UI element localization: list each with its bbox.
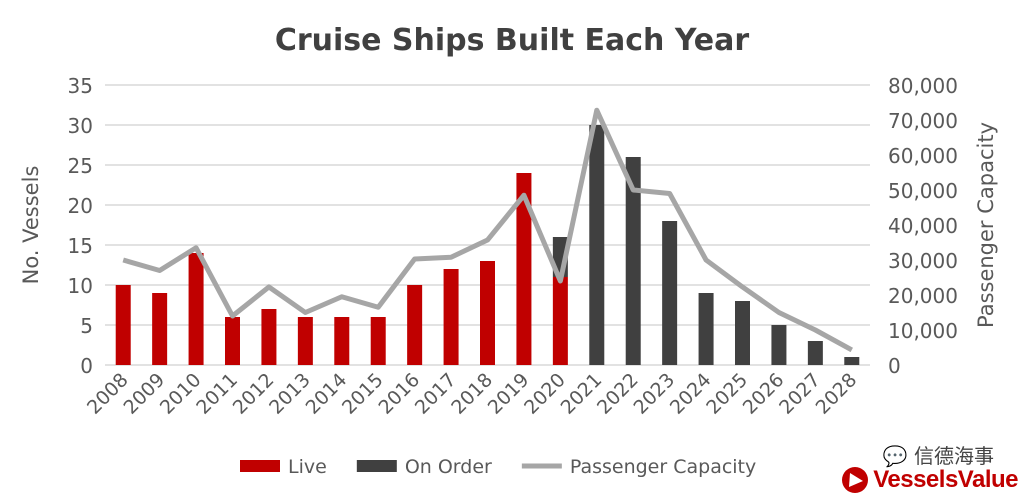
watermark: 💬 信德海事: [882, 444, 994, 468]
bar-live: [480, 261, 495, 365]
y-tick-label: 30: [68, 114, 93, 138]
wechat-icon: 💬: [882, 444, 908, 468]
y2-tick-label: 0: [888, 354, 901, 378]
bar-live: [225, 317, 240, 365]
vesselsvalue-logo: VesselsValue: [841, 466, 1018, 494]
bar-on-order: [698, 293, 714, 365]
y-tick-label: 25: [68, 154, 93, 178]
bar-live: [152, 293, 168, 365]
x-tick-label: 2022: [593, 369, 643, 419]
chart-title: Cruise Ships Built Each Year: [275, 23, 750, 58]
y-tick-label: 0: [80, 354, 93, 378]
legend-label: Live: [288, 456, 327, 478]
y2-tick-label: 80,000: [888, 74, 958, 98]
y-tick-label: 20: [68, 194, 93, 218]
x-tick-label: 2023: [629, 369, 679, 419]
bar-on-order: [771, 325, 787, 365]
x-tick-label: 2010: [156, 369, 206, 419]
x-tick-label: 2024: [666, 369, 716, 419]
bar-on-order: [662, 221, 678, 365]
x-tick-label: 2019: [484, 369, 534, 419]
x-tick-label: 2026: [739, 369, 789, 419]
y2-tick-label: 60,000: [888, 144, 958, 168]
y2-tick-label: 10,000: [888, 319, 958, 343]
x-tick-label: 2014: [302, 369, 352, 419]
x-tick-label: 2016: [374, 369, 424, 419]
bar-live: [516, 173, 532, 365]
y2-tick-label: 70,000: [888, 109, 958, 133]
bar-live: [297, 317, 313, 365]
x-tick-label: 2013: [265, 369, 315, 419]
x-tick-label: 2018: [447, 369, 497, 419]
y2-tick-label: 20,000: [888, 284, 958, 308]
bar-on-order: [844, 357, 860, 365]
x-tick-label: 2009: [119, 369, 169, 419]
x-tick-label: 2021: [557, 369, 607, 419]
vesselsvalue-triangle-logo: [842, 467, 869, 493]
bar-live: [188, 253, 204, 365]
y-axis-label: No. Vessels: [19, 166, 43, 285]
legend-swatch: [240, 460, 280, 472]
bar-on-order: [625, 157, 641, 365]
bar-live: [552, 277, 568, 365]
bar-on-order: [807, 341, 823, 365]
legend-swatch: [356, 460, 397, 472]
legend-label: On Order: [405, 456, 492, 478]
y2-tick-label: 30,000: [888, 249, 958, 273]
bar-live: [261, 309, 277, 365]
x-tick-label: 2028: [812, 369, 862, 419]
bar-live: [443, 269, 459, 365]
y-tick-label: 15: [68, 234, 93, 258]
x-tick-label: 2025: [702, 369, 752, 419]
y2-tick-label: 40,000: [888, 214, 958, 238]
x-tick-label: 2011: [192, 369, 242, 419]
y2-axis-label: Passenger Capacity: [974, 122, 998, 328]
legend-label: Passenger Capacity: [570, 456, 756, 478]
line-passenger-capacity: [122, 107, 853, 353]
x-tick-label: 2012: [229, 369, 279, 419]
y-tick-label: 10: [68, 274, 93, 298]
x-tick-label: 2027: [775, 369, 825, 419]
x-tick-label: 2020: [520, 369, 570, 419]
bar-live: [115, 285, 131, 365]
bar-on-order: [589, 125, 605, 365]
y-tick-label: 35: [68, 74, 93, 98]
y-tick-label: 5: [80, 314, 93, 338]
bar-live: [407, 285, 423, 365]
bar-live: [370, 317, 386, 365]
x-tick-label: 2015: [338, 369, 388, 419]
bar-live: [334, 317, 350, 365]
bar-on-order: [735, 301, 750, 365]
y2-tick-label: 50,000: [888, 179, 958, 203]
x-tick-label: 2017: [411, 369, 461, 419]
